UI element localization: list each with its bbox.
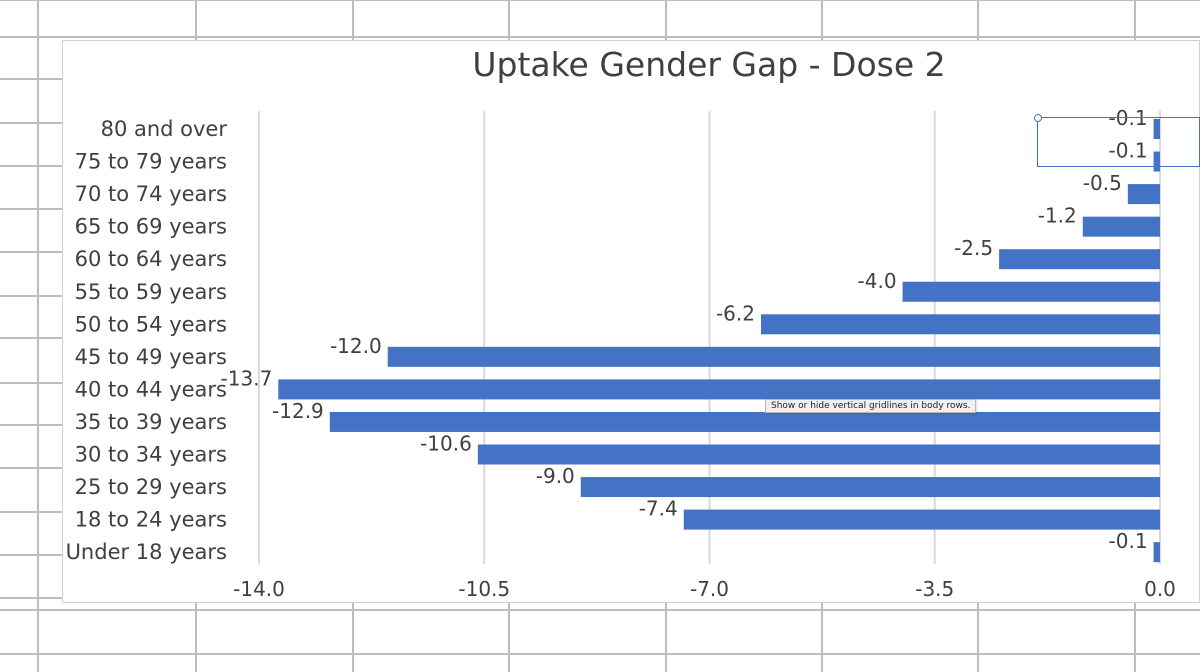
data-label: -12.0	[330, 334, 382, 358]
data-label: -4.0	[858, 269, 897, 293]
category-label: 35 to 39 years	[75, 410, 227, 434]
bar	[760, 314, 1160, 335]
bar	[1153, 119, 1160, 139]
chart-title: Uptake Gender Gap - Dose 2	[472, 45, 945, 84]
category-labels: 80 and over 75 to 79 years 70 to 74 years 6…	[66, 117, 228, 564]
category-label: 45 to 49 years	[75, 345, 227, 369]
category-label: 75 to 79 years	[75, 150, 227, 174]
x-tick-label: -14.0	[233, 577, 285, 601]
data-labels: -0.1 -0.1 -0.5-1.2 -2.5 -4.0 -6.2 -12.0 -13.7 -1…	[221, 106, 1148, 553]
category-label: 65 to 69 years	[75, 215, 227, 239]
data-label: -0.1	[1109, 529, 1148, 553]
bar	[902, 281, 1160, 302]
bar	[999, 249, 1160, 270]
data-label: -0.5	[1083, 171, 1122, 195]
category-label: 30 to 34 years	[75, 443, 227, 467]
category-label: 50 to 54 years	[75, 312, 227, 336]
bar-chart: Uptake Gender Gap - Dose 2 80 and over 75…	[66, 45, 1176, 601]
bar	[683, 509, 1160, 530]
bar	[1082, 216, 1160, 237]
data-label: -12.9	[272, 399, 324, 423]
x-tick-label: -7.0	[690, 577, 729, 601]
x-tick-label: -3.5	[915, 577, 954, 601]
category-label: 70 to 74 years	[75, 182, 227, 206]
data-label: -1.2	[1038, 204, 1077, 228]
selected-text-box[interactable]	[1034, 114, 1200, 167]
bar	[1127, 184, 1160, 205]
data-label: -10.6	[420, 432, 472, 456]
data-label: -7.4	[639, 497, 678, 521]
bars	[278, 119, 1160, 563]
data-label: -0.1	[1109, 106, 1148, 130]
x-tick-label: 0.0	[1144, 577, 1176, 601]
data-label: -0.1	[1109, 139, 1148, 163]
chart-area[interactable]: Uptake Gender Gap - Dose 2 80 and over 75…	[62, 40, 1200, 603]
bar	[1153, 542, 1160, 563]
x-axis-tick-labels: -14.0 -10.5 -7.0 -3.5 0.0	[233, 577, 1176, 601]
data-label: -6.2	[716, 301, 755, 325]
category-label: 18 to 24 years	[75, 508, 227, 532]
data-label: -13.7	[221, 366, 273, 390]
bar	[477, 444, 1160, 465]
bar	[278, 379, 1160, 400]
category-label: 40 to 44 years	[75, 377, 227, 401]
x-tick-label: -10.5	[458, 577, 510, 601]
data-label: -9.0	[536, 464, 575, 488]
tooltip: Show or hide vertical gridlines in body …	[765, 399, 977, 413]
category-label: 25 to 29 years	[75, 475, 227, 499]
resize-handle[interactable]	[1034, 114, 1042, 122]
bar	[329, 411, 1160, 432]
category-label: 55 to 59 years	[75, 280, 227, 304]
bar	[1153, 151, 1160, 172]
category-label: 80 and over	[101, 117, 228, 141]
category-label: 60 to 64 years	[75, 247, 227, 271]
category-label: Under 18 years	[66, 540, 227, 564]
data-label: -2.5	[954, 236, 993, 260]
bar	[580, 477, 1160, 498]
bar	[387, 346, 1160, 367]
